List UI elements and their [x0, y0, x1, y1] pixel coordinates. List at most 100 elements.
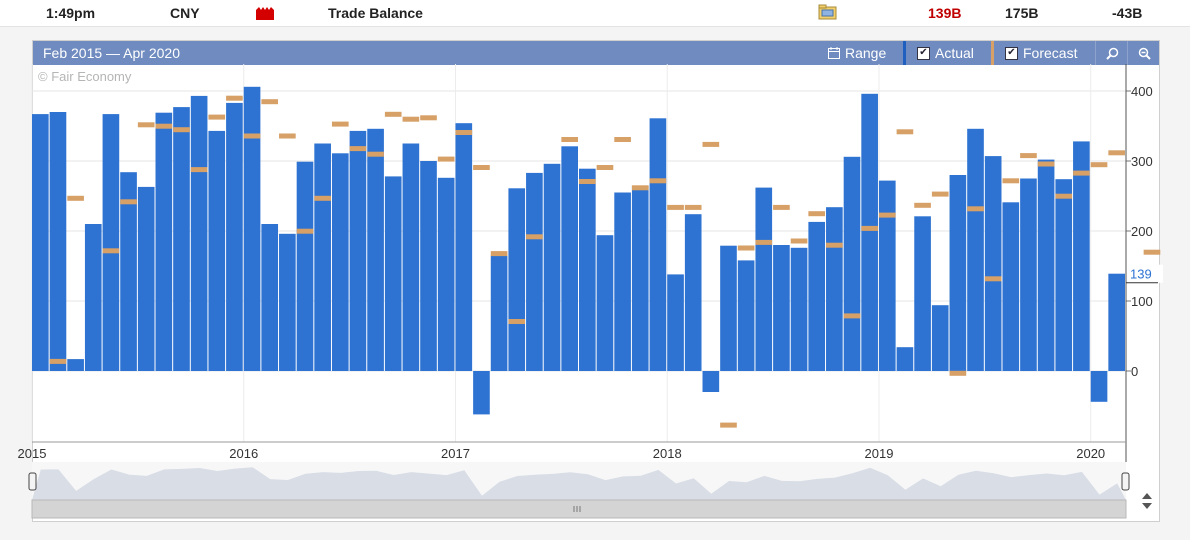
actual-toggle[interactable]: ✔ Actual — [917, 41, 974, 65]
actual-bar[interactable] — [1002, 202, 1020, 371]
actual-bar[interactable] — [1020, 178, 1037, 372]
actual-bar[interactable] — [402, 143, 420, 372]
actual-bar[interactable] — [737, 260, 755, 371]
forecast-marker[interactable] — [1037, 161, 1055, 167]
actual-bar[interactable] — [243, 86, 261, 372]
forecast-marker[interactable] — [878, 212, 896, 218]
forecast-marker[interactable] — [755, 239, 773, 245]
range-button[interactable]: Range — [828, 41, 886, 65]
forecast-marker[interactable] — [314, 195, 331, 201]
scroll-up-arrow[interactable] — [1142, 493, 1152, 499]
forecast-marker[interactable] — [790, 238, 808, 244]
actual-bar[interactable] — [790, 247, 808, 371]
actual-bar[interactable] — [296, 161, 314, 371]
actual-bar[interactable] — [843, 156, 861, 371]
forecast-marker[interactable] — [349, 146, 367, 152]
forecast-marker[interactable] — [949, 370, 967, 376]
actual-bar[interactable] — [1090, 371, 1108, 402]
forecast-marker[interactable] — [561, 137, 578, 142]
actual-bar[interactable] — [420, 161, 437, 371]
forecast-marker[interactable] — [190, 167, 208, 173]
forecast-marker[interactable] — [1055, 193, 1073, 199]
actual-bar[interactable] — [49, 112, 67, 371]
forecast-marker[interactable] — [120, 199, 137, 205]
forecast-marker[interactable] — [667, 204, 684, 210]
forecast-marker[interactable] — [331, 121, 349, 127]
actual-bar[interactable] — [614, 192, 631, 372]
actual-bar[interactable] — [826, 207, 843, 371]
actual-bar[interactable] — [349, 130, 367, 371]
forecast-marker[interactable] — [737, 245, 755, 251]
actual-bar[interactable] — [208, 130, 226, 371]
forecast-marker[interactable] — [279, 133, 296, 139]
forecast-marker[interactable] — [296, 228, 314, 234]
actual-bar[interactable] — [32, 114, 49, 371]
actual-bar[interactable] — [331, 153, 349, 371]
actual-bar[interactable] — [261, 224, 279, 371]
forecast-marker[interactable] — [261, 99, 279, 105]
forecast-marker[interactable] — [455, 130, 473, 135]
scroll-down-arrow[interactable] — [1142, 503, 1152, 509]
forecast-marker[interactable] — [137, 122, 155, 128]
range-handle[interactable] — [28, 472, 37, 491]
actual-bar[interactable] — [543, 163, 561, 371]
actual-bar[interactable] — [579, 168, 596, 371]
forecast-marker[interactable] — [508, 319, 526, 324]
actual-bar[interactable] — [437, 177, 455, 371]
forecast-marker[interactable] — [631, 185, 649, 191]
forecast-marker[interactable] — [808, 211, 826, 217]
forecast-marker[interactable] — [473, 165, 490, 170]
actual-bar[interactable] — [84, 224, 102, 371]
actual-bar[interactable] — [773, 245, 790, 371]
forecast-marker[interactable] — [773, 204, 790, 210]
forecast-marker[interactable] — [1108, 150, 1125, 156]
forecast-marker[interactable] — [384, 111, 402, 117]
forecast-marker[interactable] — [1002, 178, 1020, 184]
actual-bar[interactable] — [67, 359, 84, 371]
actual-bar[interactable] — [720, 245, 737, 371]
actual-bar[interactable] — [967, 128, 984, 371]
actual-bar[interactable] — [667, 274, 684, 371]
actual-bar[interactable] — [137, 186, 155, 371]
actual-bar[interactable] — [949, 175, 967, 371]
forecast-marker[interactable] — [579, 179, 596, 184]
actual-bar[interactable] — [1037, 159, 1055, 371]
forecast-marker[interactable] — [173, 127, 190, 133]
forecast-toggle[interactable]: ✔ Forecast — [1005, 41, 1077, 65]
forecast-marker[interactable] — [1073, 170, 1090, 176]
forecast-marker[interactable] — [67, 195, 84, 201]
actual-bar[interactable] — [808, 221, 826, 371]
forecast-marker[interactable] — [596, 165, 614, 170]
forecast-marker[interactable] — [102, 248, 120, 254]
actual-bar[interactable] — [455, 123, 473, 371]
forecast-marker[interactable] — [861, 225, 878, 231]
forecast-marker[interactable] — [1020, 153, 1037, 159]
actual-bar[interactable] — [631, 185, 649, 372]
forecast-marker[interactable] — [490, 251, 508, 257]
actual-bar[interactable] — [190, 95, 208, 372]
actual-bar[interactable] — [561, 146, 578, 371]
actual-bar[interactable] — [914, 216, 931, 371]
forecast-marker[interactable] — [826, 242, 843, 248]
forecast-marker[interactable] — [208, 114, 226, 120]
actual-bar[interactable] — [861, 93, 878, 372]
forecast-marker[interactable] — [984, 276, 1002, 282]
actual-bar[interactable] — [1073, 141, 1090, 371]
actual-bar[interactable] — [649, 118, 667, 371]
actual-bar[interactable] — [155, 112, 173, 371]
forecast-marker[interactable] — [420, 115, 437, 121]
actual-bar[interactable] — [473, 371, 490, 415]
forecast-marker[interactable] — [1143, 249, 1161, 255]
forecast-marker[interactable] — [914, 202, 931, 208]
forecast-marker[interactable] — [526, 234, 543, 240]
forecast-checkbox[interactable]: ✔ — [1005, 46, 1018, 60]
forecast-marker[interactable] — [402, 116, 420, 122]
actual-bar[interactable] — [1108, 273, 1125, 371]
range-handle[interactable] — [1121, 472, 1130, 491]
actual-bar[interactable] — [984, 156, 1002, 371]
event-row[interactable]: 1:49pm CNY Trade Balance 139B 175B -43B — [0, 0, 1190, 27]
actual-checkbox[interactable]: ✔ — [917, 46, 930, 60]
actual-bar[interactable] — [684, 214, 702, 371]
actual-bar[interactable] — [314, 143, 331, 372]
forecast-marker[interactable] — [243, 133, 261, 139]
